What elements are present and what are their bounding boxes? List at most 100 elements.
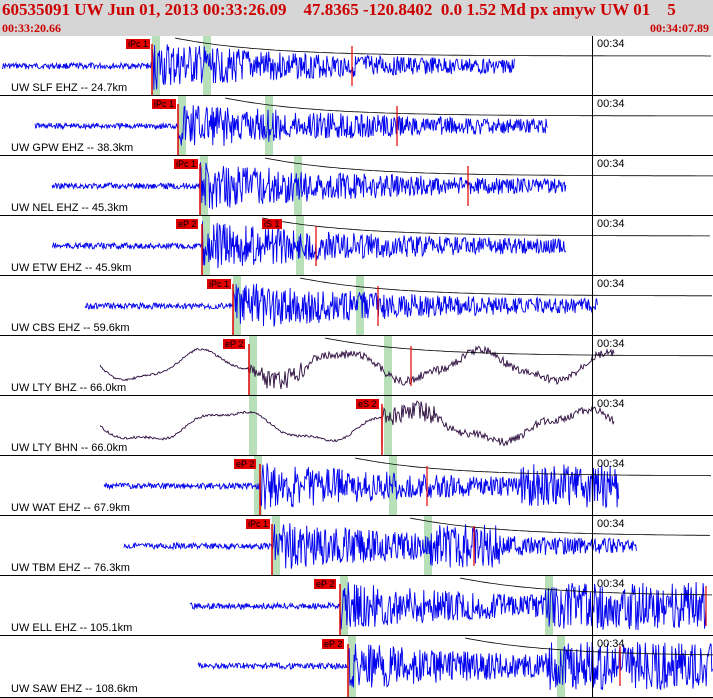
minute-tick bbox=[592, 576, 593, 635]
phase-window bbox=[424, 516, 432, 575]
minute-label: 00:34 bbox=[597, 518, 625, 530]
phase-window bbox=[203, 36, 211, 95]
minute-label: 00:34 bbox=[597, 98, 625, 110]
minute-tick bbox=[592, 156, 593, 215]
seismogram-plot bbox=[84, 276, 712, 335]
waveform-trace bbox=[189, 581, 707, 631]
station-label: UW TBM EHZ -- 76.3km bbox=[10, 562, 131, 574]
trace-panel[interactable]: iPc 1 00:34 UW GPW EHZ -- 38.3km bbox=[0, 96, 713, 156]
coda-curve bbox=[464, 637, 713, 656]
end-time: 00:34:07.89 bbox=[650, 21, 709, 35]
phase-pick-label[interactable]: eP 2 bbox=[234, 459, 257, 469]
minute-tick bbox=[592, 276, 593, 335]
seismogram-plot bbox=[99, 336, 713, 395]
minute-tick bbox=[592, 336, 593, 395]
minute-label: 00:34 bbox=[597, 338, 625, 350]
phase-pick-label[interactable]: eS 2 bbox=[356, 399, 379, 409]
coda-curve bbox=[174, 37, 711, 57]
waveform-trace bbox=[84, 283, 598, 327]
seismogram-plot bbox=[1, 36, 711, 95]
minute-tick bbox=[592, 516, 593, 575]
seismogram-plot bbox=[51, 156, 713, 215]
trace-panel[interactable]: eP 2 00:34 UW WAT EHZ -- 67.9km bbox=[0, 456, 713, 516]
seismogram-plot bbox=[103, 456, 712, 515]
minute-tick bbox=[592, 396, 593, 455]
trace-panel[interactable]: eP 2 00:34 UW ELL EHZ -- 105.1km bbox=[0, 576, 713, 636]
phase-window bbox=[557, 636, 565, 697]
minute-label: 00:34 bbox=[597, 38, 625, 50]
minute-tick bbox=[592, 36, 593, 95]
coda-curve bbox=[324, 337, 713, 357]
trace-panel[interactable]: iPc 1 00:34 UW TBM EHZ -- 76.3km bbox=[0, 516, 713, 576]
waveform-trace bbox=[99, 345, 615, 390]
station-label: UW GPW EHZ -- 38.3km bbox=[10, 142, 135, 154]
station-label: UW LTY BHZ -- 66.0km bbox=[10, 382, 128, 394]
minute-tick bbox=[592, 216, 593, 275]
station-label: UW NEL EHZ -- 45.3km bbox=[10, 202, 129, 214]
station-label: UW ETW EHZ -- 45.9km bbox=[10, 262, 133, 274]
phase-pick-label[interactable]: iPc 1 bbox=[126, 39, 151, 49]
phase-window bbox=[249, 336, 257, 395]
phase-window bbox=[152, 36, 160, 95]
station-label: UW SLF EHZ -- 24.7km bbox=[10, 82, 129, 94]
phase-window bbox=[202, 216, 210, 275]
trace-panel[interactable]: iPc 1 00:34 UW CBS EHZ -- 59.6km bbox=[0, 276, 713, 336]
phase-pick-label[interactable]: iPc 1 bbox=[207, 279, 232, 289]
header-bar: 60535091 UW Jun 01, 2013 00:33:26.09 47.… bbox=[0, 0, 713, 36]
seismogram-plot bbox=[51, 216, 710, 275]
coda-curve bbox=[409, 517, 711, 536]
phase-window bbox=[348, 636, 356, 697]
phase-pick-label[interactable]: iPc 1 bbox=[174, 159, 199, 169]
waveform-trace bbox=[197, 641, 713, 691]
station-label: UW CBS EHZ -- 59.6km bbox=[10, 322, 131, 334]
trace-panel-list: iPc 1 00:34 UW SLF EHZ -- 24.7km iPc 1 00:34… bbox=[0, 36, 713, 698]
phase-pick-label[interactable]: eP 2 bbox=[314, 579, 337, 589]
minute-label: 00:34 bbox=[597, 278, 625, 290]
phase-window bbox=[356, 276, 364, 335]
minute-tick bbox=[592, 96, 593, 155]
phase-pick-label[interactable]: eP 2 bbox=[223, 339, 246, 349]
phase-pick-label[interactable]: iPc 1 bbox=[152, 99, 177, 109]
phase-window bbox=[249, 396, 257, 455]
trace-panel[interactable]: iPc 1 00:34 UW SLF EHZ -- 24.7km bbox=[0, 36, 713, 96]
minute-label: 00:34 bbox=[597, 638, 625, 650]
waveform-trace bbox=[103, 463, 619, 510]
phase-window bbox=[384, 336, 392, 395]
minute-tick bbox=[592, 456, 593, 515]
trace-panel[interactable]: eP 2 iS 1 00:34 UW ETW EHZ -- 45.9km bbox=[0, 216, 713, 276]
phase-pick-label[interactable]: iS 1 bbox=[262, 219, 282, 229]
phase-pick-label[interactable]: eP 2 bbox=[176, 219, 199, 229]
coda-curve bbox=[459, 577, 712, 596]
phase-window bbox=[178, 96, 186, 155]
waveform-trace bbox=[51, 221, 567, 269]
start-time: 00:33:20.66 bbox=[2, 21, 61, 35]
coda-curve bbox=[354, 457, 712, 477]
phase-pick-label[interactable]: eP 2 bbox=[322, 639, 345, 649]
minute-tick bbox=[592, 636, 593, 697]
trace-panel[interactable]: eP 2 00:34 UW LTY BHZ -- 66.0km bbox=[0, 336, 713, 396]
coda-curve bbox=[299, 277, 712, 297]
phase-window bbox=[265, 96, 273, 155]
waveform-trace bbox=[34, 105, 548, 147]
minute-label: 00:34 bbox=[597, 158, 625, 170]
trace-panel[interactable]: eP 2 00:34 UW SAW EHZ -- 108.6km bbox=[0, 636, 713, 698]
station-label: UW SAW EHZ -- 108.6km bbox=[10, 683, 139, 695]
seismogram-plot bbox=[99, 396, 615, 455]
phase-window bbox=[340, 576, 348, 635]
minute-label: 00:34 bbox=[597, 398, 625, 410]
phase-window bbox=[384, 396, 392, 455]
seismogram-plot bbox=[197, 636, 713, 697]
seismogram-plot bbox=[189, 576, 712, 635]
minute-label: 00:34 bbox=[597, 458, 625, 470]
seismogram-plot bbox=[34, 96, 713, 155]
station-label: UW WAT EHZ -- 67.9km bbox=[10, 502, 131, 514]
trace-panel[interactable]: eS 2 00:34 UW LTY BHN -- 66.0km bbox=[0, 396, 713, 456]
waveform-trace bbox=[1, 44, 515, 90]
minute-label: 00:34 bbox=[597, 578, 625, 590]
seismogram-plot bbox=[123, 516, 711, 575]
station-label: UW ELL EHZ -- 105.1km bbox=[10, 622, 134, 634]
event-title: 60535091 UW Jun 01, 2013 00:33:26.09 47.… bbox=[2, 0, 676, 19]
trace-panel[interactable]: iPc 1 00:34 UW NEL EHZ -- 45.3km bbox=[0, 156, 713, 216]
waveform-trace bbox=[123, 523, 637, 569]
phase-pick-label[interactable]: iPc 1 bbox=[246, 519, 271, 529]
